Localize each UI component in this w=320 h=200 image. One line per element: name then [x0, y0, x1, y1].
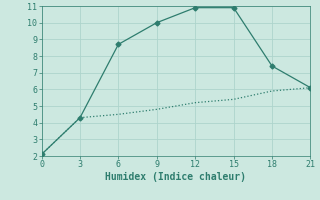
X-axis label: Humidex (Indice chaleur): Humidex (Indice chaleur) [106, 172, 246, 182]
